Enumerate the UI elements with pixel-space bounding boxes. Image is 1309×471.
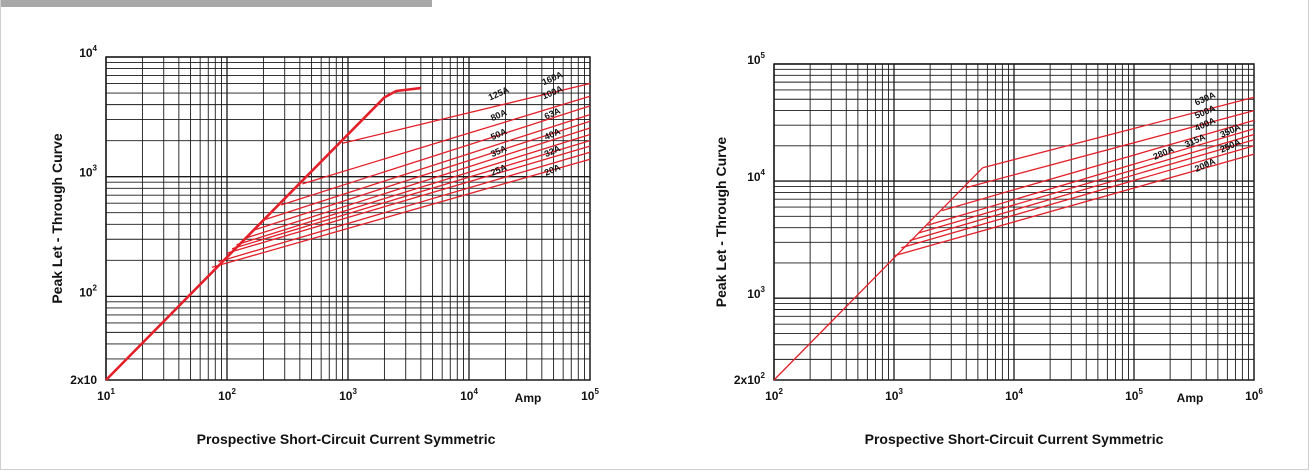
- series-line-50A: [244, 127, 591, 240]
- x-unit-label: Amp: [515, 391, 542, 405]
- series-line-40A: [236, 133, 591, 246]
- series-line-200A: [893, 153, 1255, 257]
- x-axis-title: Prospective Short-Circuit Current Symmet…: [197, 431, 496, 447]
- x-tick-label: 106: [1245, 387, 1263, 403]
- series-line-25A: [218, 151, 591, 263]
- x-tick-label: 103: [885, 387, 903, 403]
- series-label-315A: 315A: [1183, 131, 1207, 149]
- series-line-20A: [211, 158, 591, 268]
- x-tick-labels: 102 103 104 105 106: [765, 387, 1263, 403]
- series-label-20A: 20A: [543, 162, 563, 178]
- x-gridlines: [105, 57, 585, 380]
- series-line-315A: [918, 133, 1255, 234]
- x-tick-label: 104: [460, 387, 478, 403]
- series-label-630A: 630A: [1193, 89, 1217, 107]
- y-tick-label: 103: [747, 285, 765, 301]
- y-tick-label: 104: [79, 44, 97, 60]
- y-tick-labels: 2x102 103 104 105: [734, 51, 766, 387]
- y-tick-label: 2x102: [734, 371, 766, 387]
- x-tick-labels: 101 102 103 104 105: [97, 387, 599, 403]
- y-tick-label: 2x10: [70, 373, 97, 387]
- x-gridlines: [773, 64, 1249, 380]
- plot-frame: [773, 63, 1255, 381]
- series-line-500A: [966, 109, 1255, 189]
- series-label-125A: 125A: [487, 84, 511, 102]
- curves: [773, 96, 1255, 381]
- series-line-160A: [342, 82, 591, 144]
- series-line-35A: [231, 139, 591, 250]
- series-line-80A: [265, 113, 591, 220]
- series-label-350A: 350A: [1218, 122, 1242, 140]
- series-line-250A: [901, 145, 1255, 249]
- series-line-280A: [909, 139, 1255, 242]
- x-axis-title: Prospective Short-Circuit Current Symmet…: [865, 431, 1164, 447]
- plot-frame: [105, 56, 591, 381]
- y-tick-label: 105: [747, 51, 765, 67]
- curves: [105, 82, 591, 381]
- x-tick-label: 102: [218, 387, 236, 403]
- series-label-160A: 160A: [540, 69, 564, 87]
- y-tick-label: 104: [747, 168, 765, 184]
- x-unit-label: Amp: [1177, 391, 1204, 405]
- y-tick-label: 103: [79, 164, 97, 180]
- x-tick-label: 105: [1125, 387, 1143, 403]
- series-line-32A: [226, 145, 591, 254]
- x-tick-label: 101: [97, 387, 115, 403]
- series-line-350A: [927, 128, 1255, 226]
- x-tick-label: 102: [765, 387, 783, 403]
- envelope-line: [773, 167, 984, 381]
- y-tick-labels: 2x10 102 103 104: [70, 44, 97, 387]
- series-label-200A: 200A: [1193, 156, 1217, 174]
- series-line-63A: [254, 120, 591, 231]
- y-axis-title: Peak Let - Through Curve: [713, 137, 729, 308]
- x-tick-label: 105: [581, 387, 599, 403]
- header-strip: [0, 0, 432, 7]
- x-tick-label: 104: [1005, 387, 1023, 403]
- envelope-line: [105, 86, 421, 381]
- y-axis-title: Peak Let - Through Curve: [49, 133, 65, 304]
- series-label-63A: 63A: [543, 105, 563, 121]
- series-line-125A: [302, 95, 591, 185]
- series-line-100A: [280, 105, 591, 206]
- series-line-630A: [982, 96, 1255, 169]
- series-line-400A: [941, 119, 1255, 212]
- y-tick-label: 102: [79, 283, 97, 299]
- x-tick-label: 103: [339, 387, 357, 403]
